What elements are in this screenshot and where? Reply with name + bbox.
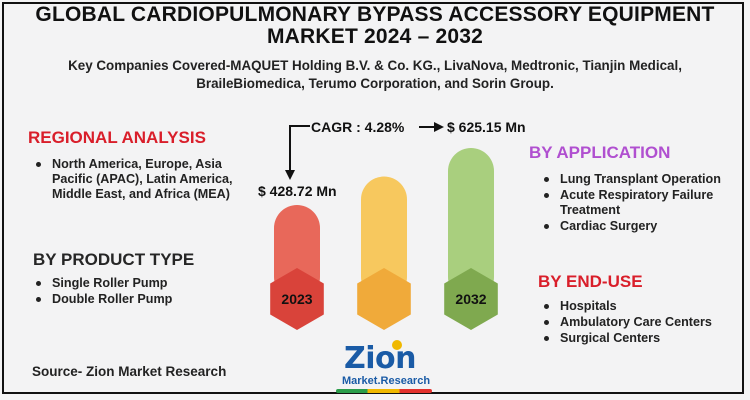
end-value-label: $ 625.15 Mn [447, 119, 526, 135]
bar [448, 148, 494, 300]
bar-base-hexagon [444, 268, 498, 330]
logo-wordmark: Zion [344, 341, 417, 376]
list-item: Acute Respiratory Failure Treatment [540, 188, 740, 218]
year-label: 2023 [281, 291, 312, 307]
bar-base-hexagon [270, 268, 324, 330]
source-text: Source- Zion Market Research [32, 364, 227, 379]
logo-color-bar [336, 389, 432, 393]
application-title: BY APPLICATION [529, 143, 671, 162]
page-title: GLOBAL CARDIOPULMONARY BYPASS ACCESSORY … [0, 4, 750, 48]
list-item: Ambulatory Care Centers [540, 315, 745, 330]
subtitle-line-2: BraileBiomedica, Terumo Corporation, and… [196, 76, 554, 91]
logo-subtext: Market.Research [342, 375, 431, 387]
product-type-list: Single Roller Pump Double Roller Pump [32, 276, 258, 308]
cagr-label: CAGR : 4.28% [311, 119, 405, 135]
bar [361, 176, 407, 300]
title-line-2: MARKET 2024 – 2032 [266, 25, 484, 48]
application-list: Lung Transplant Operation Acute Respirat… [540, 172, 740, 235]
cagr-arrow-head [434, 122, 444, 132]
list-item: Single Roller Pump [32, 276, 258, 291]
year-label: 2032 [455, 291, 486, 307]
list-item: Cardiac Surgery [540, 219, 740, 234]
start-value-label: $ 428.72 Mn [258, 183, 337, 199]
title-line-1: GLOBAL CARDIOPULMONARY BYPASS ACCESSORY … [35, 3, 715, 26]
list-item: Lung Transplant Operation [540, 172, 740, 187]
key-companies: Key Companies Covered-MAQUET Holding B.V… [20, 57, 730, 93]
bar-base-hexagon [357, 268, 411, 330]
list-item: Double Roller Pump [32, 292, 258, 307]
subtitle-line-1: Key Companies Covered-MAQUET Holding B.V… [68, 58, 682, 73]
regional-list: North America, Europe, Asia Pacific (APA… [32, 157, 258, 203]
end-use-list: Hospitals Ambulatory Care Centers Surgic… [540, 299, 745, 347]
product-type-title: BY PRODUCT TYPE [33, 250, 195, 269]
regional-analysis-title: REGIONAL ANALYSIS [28, 128, 206, 147]
list-item: North America, Europe, Asia Pacific (APA… [32, 157, 258, 202]
list-item: Surgical Centers [540, 331, 745, 346]
end-use-title: BY END-USE [538, 272, 643, 291]
border-frame [2, 2, 744, 394]
cagr-connector-line [289, 125, 310, 177]
cagr-arrow-down [285, 170, 295, 180]
list-item: Hospitals [540, 299, 745, 314]
zion-logo: Zion Market.Research [334, 340, 434, 395]
logo-dot [392, 340, 402, 350]
